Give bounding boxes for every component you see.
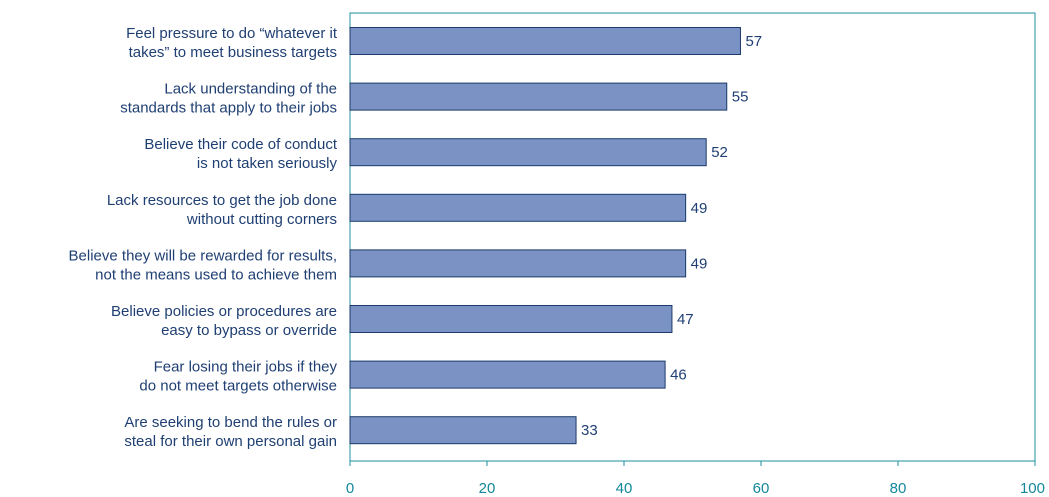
plot-frame [349,12,1036,462]
category-label: Believe policies or procedures are easy t… [111,303,337,339]
category-label: Believe they will be rewarded for result… [69,247,337,283]
category-label: Fear losing their jobs if they do not mee… [139,359,337,395]
bar [349,249,687,278]
value-label: 49 [691,200,708,217]
bar [349,138,707,167]
category-label: Feel pressure to do “whatever it takes” t… [126,25,338,61]
bar [349,27,741,55]
x-tick-label: 60 [753,480,770,497]
value-label: 47 [677,311,694,328]
category-label: Lack resources to get the job done withou… [107,192,337,228]
value-label: 57 [745,33,762,50]
bar [349,305,673,333]
value-label: 46 [670,367,687,384]
value-label: 52 [711,144,728,161]
bar [349,416,577,445]
bar [349,82,728,111]
x-tick-label: 100 [1020,480,1045,497]
x-tick-label: 80 [890,480,907,497]
x-tick-label: 0 [346,480,354,497]
category-label: Believe their code of conduct is not take… [144,136,337,172]
bar [349,193,687,222]
category-label: Are seeking to bend the rules or steal fo… [124,414,337,450]
x-tick-label: 20 [479,480,496,497]
value-label: 33 [581,422,598,439]
category-label: Lack understanding of the standards that … [120,81,337,117]
x-tick-label: 40 [616,480,633,497]
bar [349,360,666,389]
value-label: 49 [691,255,708,272]
value-label: 55 [732,89,749,106]
